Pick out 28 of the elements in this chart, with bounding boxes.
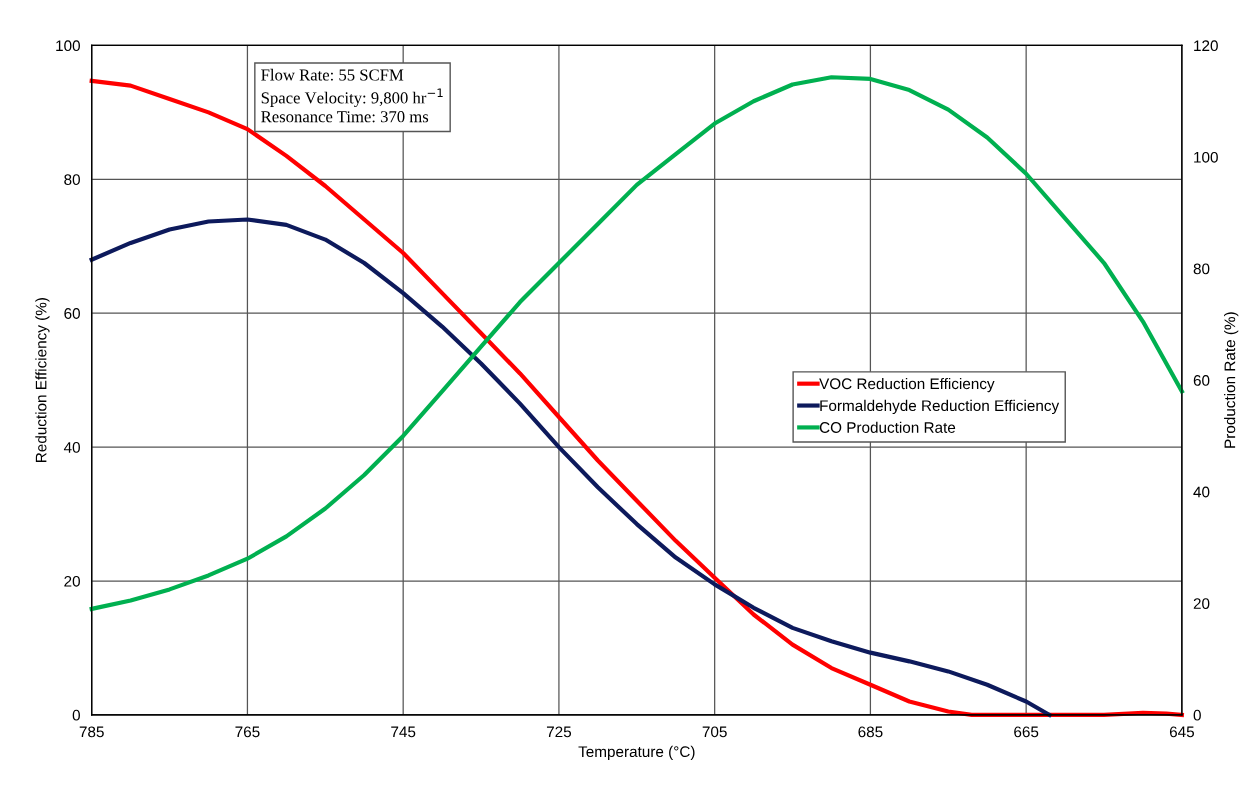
- y2-tick-label: 80: [1193, 263, 1210, 275]
- y2-tick-label: 60: [1193, 375, 1210, 386]
- legend-label: Formaldehyde Reduction Efficiency: [820, 399, 1060, 415]
- y2-tick-label: 100: [1194, 151, 1218, 163]
- y2-axis-title: Production Rate (%): [1224, 312, 1239, 448]
- y2-tick-label: 40: [1193, 486, 1210, 498]
- y2-tick-label: 120: [1194, 40, 1218, 52]
- y-tick-label: 20: [64, 575, 80, 587]
- x-tick-label: 725: [546, 726, 572, 738]
- y2-tick-label: 20: [1193, 598, 1210, 610]
- text: Flow Rate: 55 SCFM Space Velocity: 9,800 hr$^{−1}$ Resonance Time: 370 ms: [261, 68, 443, 123]
- x-tick-label: 745: [391, 726, 416, 738]
- x-tick-label: 645: [1169, 726, 1194, 738]
- y-tick-label: 100: [56, 40, 80, 52]
- legend-label: VOC Reduction Efficiency: [819, 377, 995, 393]
- x-tick-label: 705: [702, 726, 727, 738]
- y-tick-label: 60: [64, 308, 80, 319]
- x-tick-label: 785: [79, 726, 104, 738]
- y-axis-title: Reduction Efficiency (%): [35, 298, 50, 462]
- x-tick-label: 765: [235, 726, 260, 738]
- x-axis-title: Temperature (°C): [578, 745, 695, 761]
- y-tick-label: 80: [64, 174, 80, 186]
- y2-tick-label: 0: [1193, 709, 1201, 721]
- x-tick-label: 665: [1014, 726, 1039, 738]
- y-tick-label: 40: [63, 441, 80, 453]
- x-tick-label: 685: [858, 726, 883, 738]
- legend-label: CO Production Rate: [819, 421, 956, 433]
- y-tick-label: 0: [72, 709, 80, 721]
